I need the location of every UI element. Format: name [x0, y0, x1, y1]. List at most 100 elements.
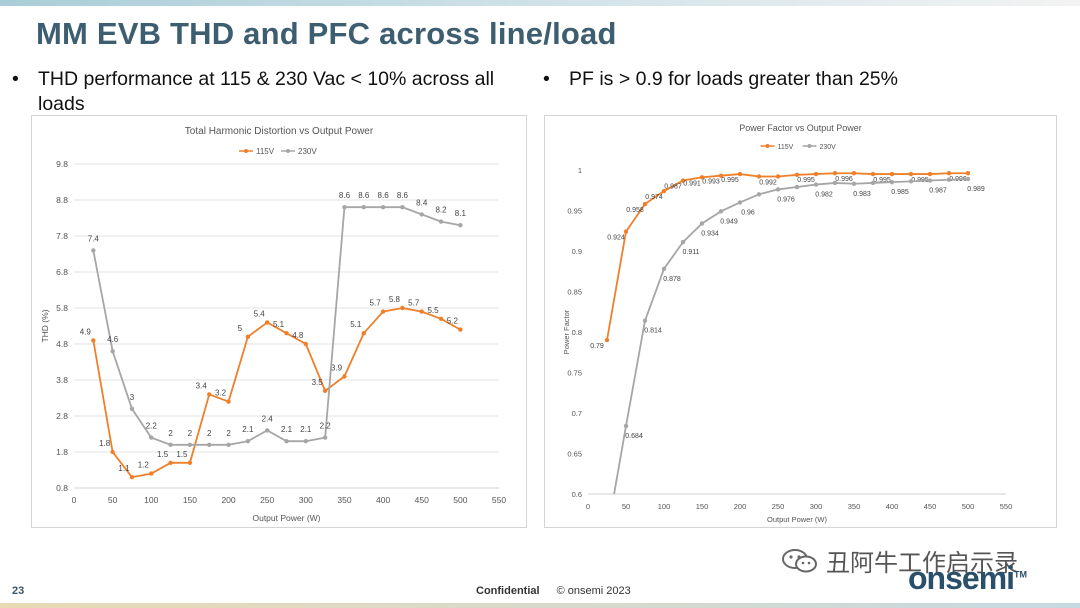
data-label: 2.2	[146, 422, 158, 431]
data-point	[813, 171, 819, 177]
series-line-230v	[92, 206, 461, 446]
y-tick-label: 9.8	[56, 159, 68, 169]
x-axis-label: Output Power (W)	[252, 513, 320, 523]
data-label: 0.983	[853, 191, 871, 198]
data-point	[623, 423, 629, 429]
data-point	[419, 309, 424, 314]
data-label: 8.2	[435, 206, 447, 215]
data-point	[623, 229, 629, 234]
data-point	[680, 178, 686, 183]
data-point	[245, 334, 251, 339]
data-point	[794, 184, 800, 190]
data-point	[965, 171, 971, 176]
data-label: 8.6	[378, 191, 390, 200]
data-label: 0.878	[663, 276, 681, 283]
x-tick-label: 150	[696, 502, 709, 511]
data-point	[303, 341, 309, 347]
data-label: 4.8	[292, 331, 304, 340]
y-axis-label: THD (%)	[40, 309, 50, 342]
y-tick-label: 0.95	[567, 207, 582, 216]
copyright-label: © onsemi 2023	[556, 585, 631, 597]
bullet-left-text: THD performance at 115 & 230 Vac < 10% a…	[38, 68, 495, 115]
data-label: 0.996	[835, 176, 853, 183]
x-tick-label: 0	[72, 495, 77, 505]
data-point	[870, 171, 876, 177]
data-point	[303, 439, 309, 444]
bullet-dot: •	[12, 68, 19, 90]
y-tick-label: 7.8	[56, 231, 68, 241]
y-tick-label: 2.8	[56, 411, 68, 421]
data-point	[322, 435, 328, 440]
legend-item: 115V	[760, 144, 794, 151]
data-point	[642, 318, 648, 323]
data-label: 2	[226, 429, 231, 438]
data-label: 2	[168, 429, 173, 438]
data-label: 0.814	[644, 328, 662, 335]
data-point	[737, 200, 743, 205]
legend-item: 230V	[281, 147, 317, 156]
x-tick-label: 250	[260, 495, 274, 505]
data-label: 0.982	[815, 192, 833, 199]
data-point	[361, 331, 366, 336]
slide-title: MM EVB THD and PFC across line/load	[36, 16, 617, 51]
data-label: 0.934	[701, 230, 719, 237]
data-label: 3.5	[312, 378, 324, 387]
data-label: 5.4	[254, 309, 266, 318]
data-label: 0.976	[777, 196, 795, 203]
data-label: 5.1	[350, 320, 362, 329]
data-label: 0.974	[645, 194, 663, 201]
x-tick-label: 450	[924, 502, 937, 511]
x-tick-label: 50	[108, 495, 118, 505]
data-point	[832, 171, 838, 176]
data-label: 0.987	[929, 188, 947, 195]
data-point	[380, 309, 386, 314]
data-point	[889, 171, 895, 177]
data-point	[187, 460, 193, 465]
data-point	[361, 205, 366, 210]
data-point	[168, 442, 173, 447]
series-line-230v	[613, 178, 969, 494]
data-point	[699, 221, 705, 226]
data-point	[226, 399, 231, 404]
data-point	[400, 205, 405, 210]
data-label: 5.8	[389, 295, 401, 304]
page-number: 23	[12, 585, 25, 597]
data-point	[129, 475, 135, 480]
onsemi-logo: onsemiTM	[908, 560, 1027, 597]
data-point	[284, 439, 289, 444]
data-label: 1.1	[118, 464, 130, 473]
x-tick-label: 200	[734, 502, 747, 511]
footer-text: Confidential © onsemi 2023	[476, 585, 631, 597]
data-point	[908, 171, 914, 177]
data-label: 0.958	[626, 207, 644, 214]
data-point	[889, 179, 895, 185]
top-accent-bar	[0, 0, 1080, 6]
data-label: 4.9	[80, 327, 92, 336]
data-point	[380, 205, 386, 210]
data-label: 1.8	[99, 439, 111, 448]
data-point	[718, 173, 724, 178]
bullet-left: • THD performance at 115 & 230 Vac < 10%…	[12, 67, 512, 117]
logo-text: onsemi	[908, 560, 1015, 596]
data-point	[680, 239, 686, 245]
data-label: 2.1	[242, 425, 254, 434]
data-point	[149, 435, 154, 440]
data-label: 5.5	[427, 306, 439, 315]
x-tick-label: 100	[658, 502, 671, 511]
data-label: 8.6	[397, 191, 409, 200]
series-line-115v	[92, 307, 461, 479]
legend-label: 115V	[778, 144, 794, 151]
data-label: 0.911	[683, 249, 700, 256]
data-point	[264, 428, 270, 433]
data-point	[458, 223, 463, 228]
data-label: 1.5	[176, 450, 188, 459]
data-point	[245, 439, 251, 444]
data-point	[207, 442, 212, 447]
x-tick-label: 550	[1000, 502, 1013, 511]
bullet-right: • PF is > 0.9 for loads greater than 25%	[543, 67, 1063, 92]
data-label: 0.992	[759, 179, 777, 186]
legend-label: 230V	[820, 144, 837, 151]
data-label: 5	[238, 324, 243, 333]
bullet-dot: •	[543, 68, 550, 90]
data-point	[438, 219, 444, 224]
